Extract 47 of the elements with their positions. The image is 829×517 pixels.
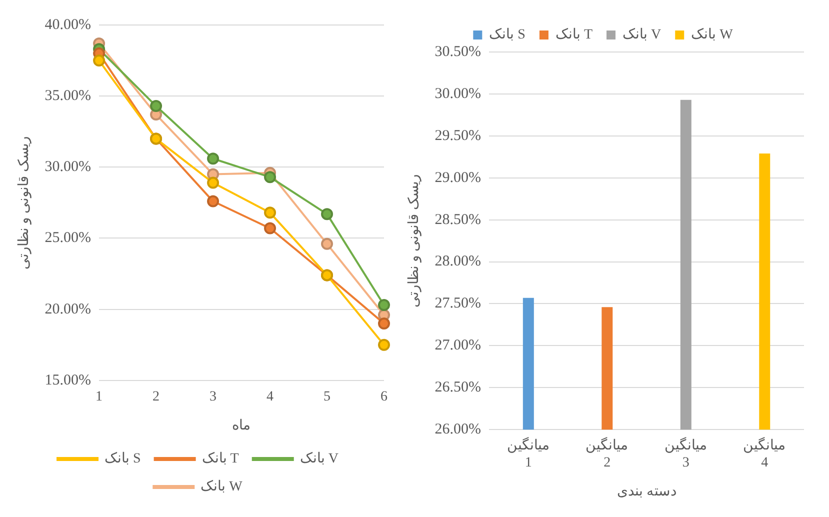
y-tick-label: 29.00% [434,170,482,186]
legend-label: بانک S [104,452,141,467]
point [207,176,220,189]
legend-label: بانک S [489,28,526,43]
y-tick-label: 27.50% [434,296,482,312]
legend-label: بانک T [202,452,240,467]
y-axis-title: ریسک قانونی و نظارتی [17,136,32,270]
y-tick-label: 26.00% [434,422,482,438]
point [378,338,390,351]
point [378,299,390,312]
x-tick-label: 3 [210,389,217,404]
y-tick-label: 28.50% [434,212,482,228]
x-tick-label: 6 [380,389,388,404]
y-tick-label: 25.00% [44,230,92,246]
legend-label: بانک V [622,28,662,43]
x-axis-title: دسته بندی [616,484,676,500]
y-tick-label: 28.00% [434,254,482,270]
y-tick-label: 30.00% [434,86,482,102]
legend-label: بانک W [691,28,734,43]
x-tick-label: 4 [266,389,274,404]
x-axis-title: ماه [232,418,252,434]
y-tick-label: 30.50% [434,44,482,60]
point [264,222,276,234]
point [207,152,220,165]
y-tick-label: 27.00% [434,338,482,354]
point [321,208,334,220]
y-tick-label: 29.50% [434,128,482,144]
point [264,206,276,219]
point [378,318,390,330]
legend-label: بانک W [200,480,244,495]
point [93,54,106,67]
point [321,238,334,250]
x-tick-label: 2 [152,389,160,404]
legend-label: بانک V [300,452,338,467]
x-tick-label: 1 [96,389,103,404]
point [150,100,162,112]
point [207,195,220,208]
y-axis-title: ریسک قانونی و نظارتی [407,174,422,308]
y-tick-label: 35.00% [44,88,92,104]
x-tick-label: 5 [324,389,331,404]
y-tick-label: 26.50% [434,380,482,396]
y-tick-label: 30.00% [44,159,92,176]
y-tick-label: 40.00% [44,16,92,33]
point [264,171,276,184]
legend-label: بانک T [555,28,593,43]
y-tick-label: 20.00% [44,301,92,318]
y-tick-label: 15.00% [44,372,92,388]
